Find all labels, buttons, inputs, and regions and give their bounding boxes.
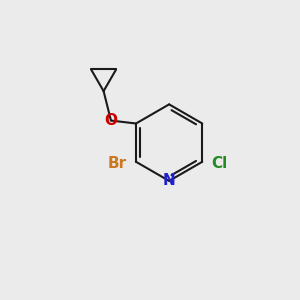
- Text: Br: Br: [107, 156, 127, 171]
- Text: O: O: [104, 113, 118, 128]
- Text: Cl: Cl: [212, 156, 228, 171]
- Text: N: N: [163, 173, 175, 188]
